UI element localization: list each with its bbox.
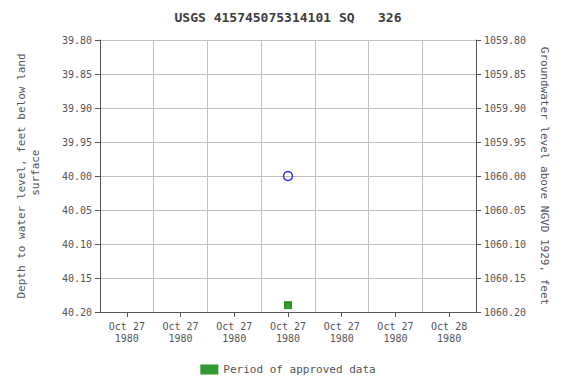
svg-text:1980: 1980 — [383, 333, 407, 344]
svg-text:Oct 28: Oct 28 — [431, 321, 467, 332]
svg-text:39.95: 39.95 — [62, 137, 92, 148]
svg-text:Oct 27: Oct 27 — [324, 321, 360, 332]
svg-text:Period of approved data: Period of approved data — [223, 363, 375, 376]
svg-text:Oct 27: Oct 27 — [109, 321, 145, 332]
svg-text:1060.00: 1060.00 — [484, 171, 526, 182]
svg-text:39.85: 39.85 — [62, 69, 92, 80]
svg-text:1060.10: 1060.10 — [484, 239, 526, 250]
svg-text:39.80: 39.80 — [62, 35, 92, 46]
svg-text:1059.85: 1059.85 — [484, 69, 526, 80]
svg-text:39.90: 39.90 — [62, 103, 92, 114]
svg-text:Depth to water level, feet bel: Depth to water level, feet below land — [15, 53, 28, 298]
svg-text:40.05: 40.05 — [62, 205, 92, 216]
svg-text:1059.90: 1059.90 — [484, 103, 526, 114]
svg-text:1980: 1980 — [276, 333, 300, 344]
svg-text:1059.95: 1059.95 — [484, 137, 526, 148]
svg-text:1980: 1980 — [115, 333, 139, 344]
svg-text:1060.05: 1060.05 — [484, 205, 526, 216]
svg-text:40.00: 40.00 — [62, 171, 92, 182]
svg-text:1060.20: 1060.20 — [484, 307, 526, 318]
svg-text:40.20: 40.20 — [62, 307, 92, 318]
svg-text:surface: surface — [29, 150, 42, 203]
svg-text:1980: 1980 — [222, 333, 246, 344]
svg-text:1059.80: 1059.80 — [484, 35, 526, 46]
svg-text:40.15: 40.15 — [62, 273, 92, 284]
svg-text:Oct 27: Oct 27 — [216, 321, 252, 332]
svg-text:40.10: 40.10 — [62, 239, 92, 250]
svg-text:1060.15: 1060.15 — [484, 273, 526, 284]
svg-text:Oct 27: Oct 27 — [377, 321, 413, 332]
svg-text:1980: 1980 — [437, 333, 461, 344]
svg-text:Oct 27: Oct 27 — [163, 321, 199, 332]
svg-text:Oct 27: Oct 27 — [270, 321, 306, 332]
svg-text:1980: 1980 — [169, 333, 193, 344]
svg-text:Groundwater level above NGVD 1: Groundwater level above NGVD 1929, feet — [538, 47, 551, 305]
svg-text:1980: 1980 — [330, 333, 354, 344]
svg-text:USGS 415745075314101 SQ 326: USGS 415745075314101 SQ 326 — [175, 10, 402, 25]
